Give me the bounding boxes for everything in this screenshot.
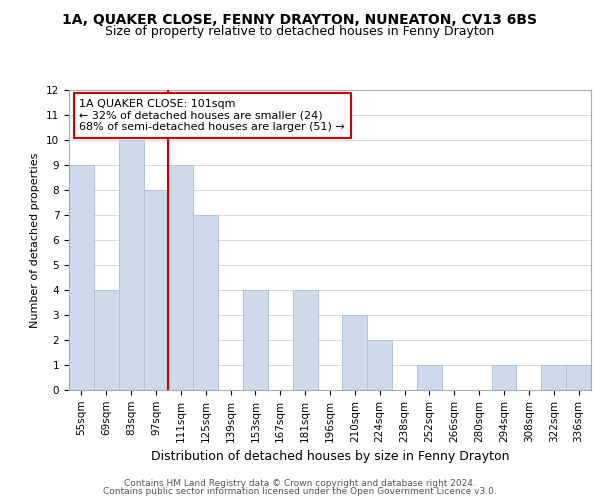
Text: 1A, QUAKER CLOSE, FENNY DRAYTON, NUNEATON, CV13 6BS: 1A, QUAKER CLOSE, FENNY DRAYTON, NUNEATO… xyxy=(62,12,538,26)
Bar xyxy=(169,165,193,390)
Bar xyxy=(566,365,591,390)
Bar xyxy=(143,190,169,390)
Y-axis label: Number of detached properties: Number of detached properties xyxy=(31,152,40,328)
Text: Contains HM Land Registry data © Crown copyright and database right 2024.: Contains HM Land Registry data © Crown c… xyxy=(124,478,476,488)
Bar xyxy=(541,365,566,390)
Bar xyxy=(367,340,392,390)
Bar xyxy=(293,290,317,390)
Bar xyxy=(94,290,119,390)
Text: Size of property relative to detached houses in Fenny Drayton: Size of property relative to detached ho… xyxy=(106,25,494,38)
Bar xyxy=(119,140,143,390)
Bar xyxy=(243,290,268,390)
Bar xyxy=(417,365,442,390)
Text: 1A QUAKER CLOSE: 101sqm
← 32% of detached houses are smaller (24)
68% of semi-de: 1A QUAKER CLOSE: 101sqm ← 32% of detache… xyxy=(79,99,345,132)
Bar xyxy=(193,215,218,390)
Bar xyxy=(343,315,367,390)
X-axis label: Distribution of detached houses by size in Fenny Drayton: Distribution of detached houses by size … xyxy=(151,450,509,463)
Text: Contains public sector information licensed under the Open Government Licence v3: Contains public sector information licen… xyxy=(103,487,497,496)
Bar xyxy=(491,365,517,390)
Bar xyxy=(69,165,94,390)
